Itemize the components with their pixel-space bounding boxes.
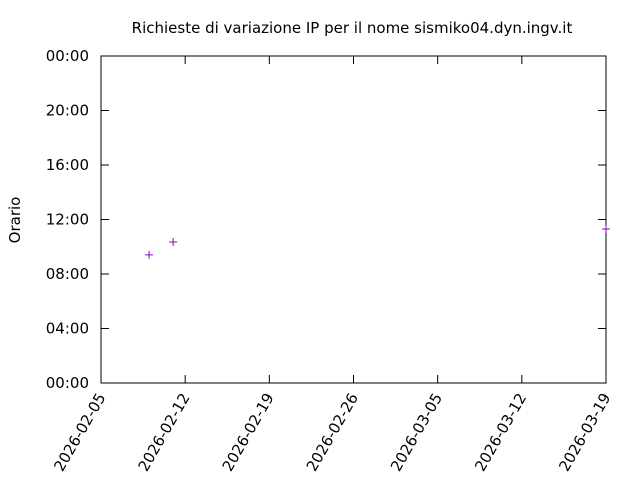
x-tick-label: 2026-02-12	[134, 390, 193, 475]
chart-title: Richieste di variazione IP per il nome s…	[132, 19, 573, 37]
x-tick-label: 2026-03-05	[387, 390, 446, 475]
x-tick-label: 2026-02-26	[303, 390, 362, 475]
data-point	[145, 250, 154, 259]
x-tick-label: 2026-03-12	[471, 390, 530, 475]
data-point	[602, 225, 610, 234]
x-tick-label: 2026-02-05	[50, 390, 109, 475]
y-tick-label: 08:00	[46, 265, 89, 283]
y-tick-label: 12:00	[46, 211, 89, 229]
y-tick-label: 20:00	[46, 102, 89, 120]
x-tick-label: 2026-02-19	[219, 390, 278, 475]
plot-frame	[100, 55, 607, 384]
y-tick-label: 00:00	[46, 374, 89, 392]
y-tick-label: 16:00	[46, 156, 89, 174]
y-tick-label: 00:00	[46, 47, 89, 65]
y-axis-label: Orario	[6, 197, 24, 244]
data-point	[169, 237, 178, 246]
y-tick-label: 04:00	[46, 320, 89, 338]
x-tick-label: 2026-03-19	[555, 390, 614, 475]
